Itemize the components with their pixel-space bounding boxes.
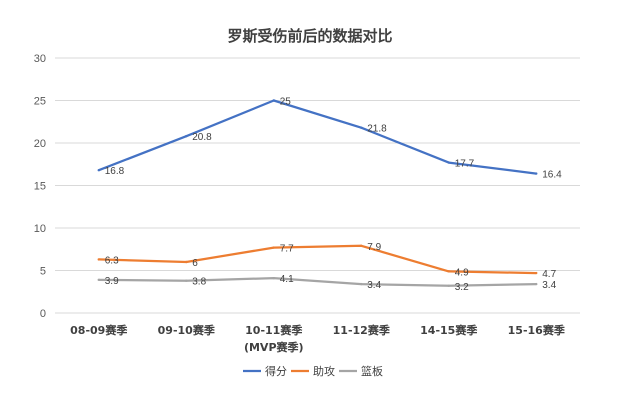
data-point: [447, 284, 450, 287]
data-label: 3.2: [455, 282, 469, 293]
x-tick-label: 14-15赛季: [420, 323, 478, 337]
series-lines: [97, 99, 538, 287]
data-point: [535, 271, 538, 275]
data-point: [185, 135, 188, 138]
legend-label: 助攻: [313, 364, 335, 378]
chart-title: 罗斯受伤前后的数据对比: [227, 27, 392, 45]
y-tick-label: 25: [34, 96, 46, 108]
y-tick-label: 15: [34, 181, 46, 193]
data-point: [272, 276, 275, 280]
data-label: 3.9: [105, 276, 119, 287]
data-point: [272, 246, 275, 249]
data-label: 6: [192, 258, 198, 269]
y-tick-label: 5: [40, 266, 46, 278]
data-point: [360, 282, 363, 286]
data-point: [272, 99, 275, 102]
data-point: [360, 244, 363, 248]
y-tick-label: 0: [40, 308, 46, 320]
data-label: 7.9: [367, 242, 381, 253]
data-label: 3.8: [192, 277, 206, 288]
y-axis-ticks: 0 5 10 15 20 25 30: [34, 53, 46, 320]
data-point: [360, 126, 363, 129]
data-label: 7.7: [280, 244, 294, 255]
data-label: 4.9: [455, 267, 469, 278]
data-label: 6.3: [105, 255, 119, 266]
data-point: [97, 278, 100, 282]
x-tick-label: 11-12赛季: [333, 323, 391, 337]
data-point: [97, 169, 100, 172]
data-label: 4.7: [542, 269, 556, 280]
series-line-篮板: [98, 276, 537, 287]
data-point: [535, 282, 538, 286]
data-label: 16.8: [105, 166, 125, 177]
y-tick-label: 10: [34, 223, 46, 235]
data-label: 16.4: [542, 170, 562, 181]
x-tick-label: (MVP赛季): [244, 340, 304, 354]
x-tick-label: 08-09赛季: [70, 323, 128, 337]
y-tick-label: 20: [34, 138, 46, 150]
gridlines: [55, 57, 580, 314]
data-point: [447, 270, 450, 273]
y-tick-label: 30: [34, 53, 46, 65]
data-label: 3.4: [542, 280, 556, 291]
data-label: 21.8: [367, 124, 387, 135]
data-point: [535, 172, 538, 175]
x-axis-ticks: 08-09赛季 09-10赛季 10-11赛季 (MVP赛季) 11-12赛季 14-15…: [70, 323, 566, 354]
data-point: [447, 161, 450, 164]
data-label: 25: [280, 97, 292, 108]
data-label: 20.8: [192, 132, 212, 143]
legend: 得分 助攻 篮板: [243, 364, 383, 378]
x-tick-label: 09-10赛季: [158, 323, 216, 337]
data-label: 4.1: [280, 274, 294, 285]
data-point: [185, 279, 188, 282]
x-tick-label: 10-11赛季: [245, 323, 303, 337]
data-label: 17.7: [455, 159, 475, 170]
legend-label: 篮板: [361, 364, 383, 378]
series-line-助攻: [98, 244, 537, 275]
data-point: [97, 258, 100, 261]
x-tick-label: 15-16赛季: [508, 323, 566, 337]
legend-label: 得分: [265, 365, 287, 378]
data-point: [185, 260, 188, 264]
series-line-得分: [98, 99, 537, 175]
data-label: 3.4: [367, 280, 381, 291]
